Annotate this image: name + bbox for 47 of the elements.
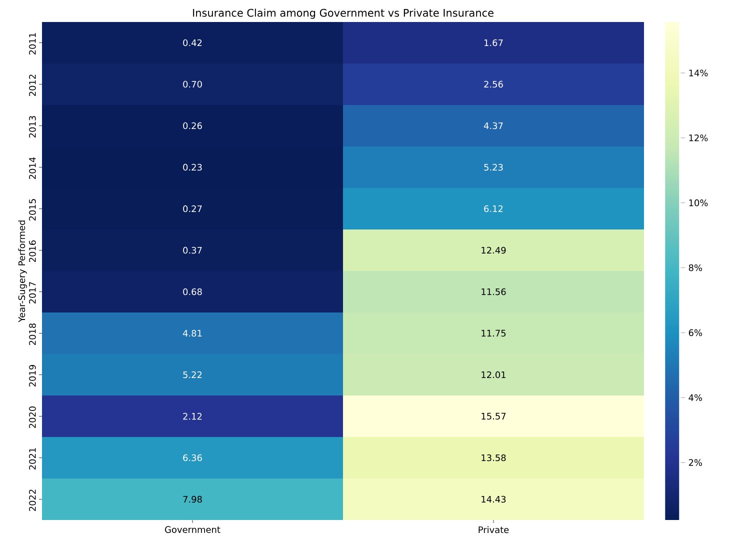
data-label: 0.68	[183, 288, 202, 296]
data-label: 2.56	[484, 80, 503, 88]
data-label: 0.70	[183, 80, 202, 88]
data-label: 4.37	[484, 122, 503, 130]
data-label: 7.98	[183, 496, 202, 503]
data-label: 1.67	[484, 39, 503, 46]
y-tick-label: 2019	[29, 364, 36, 387]
data-label: 6.12	[484, 205, 503, 212]
data-label: 12.01	[482, 371, 506, 378]
y-tick-label: 2018	[29, 323, 36, 346]
data-label: 11.56	[482, 288, 506, 296]
y-axis-title: Year-Sugery Performed	[18, 220, 27, 322]
y-tick-label: 2012	[29, 74, 36, 96]
x-tick-label: Government	[165, 526, 220, 533]
y-tick-label: 2015	[29, 199, 36, 221]
y-tick-label: 2022	[29, 490, 36, 512]
data-label: 15.57	[482, 412, 506, 420]
data-label: 13.58	[482, 454, 506, 462]
data-label: 4.81	[182, 330, 202, 337]
y-tick-label: 2016	[29, 240, 36, 262]
data-label: 11.75	[482, 330, 506, 337]
data-label: 2.12	[183, 412, 202, 420]
y-tick-label: 2021	[29, 448, 36, 470]
color-bar-label: 6%	[688, 329, 702, 336]
y-tick-label: 2020	[29, 406, 36, 428]
data-label: 12.49	[482, 246, 506, 254]
data-label: 5.22	[183, 371, 202, 378]
color-bar-label: 10%	[689, 199, 708, 206]
color-bar-label: 8%	[688, 264, 702, 272]
y-tick-label: 2013	[29, 116, 36, 138]
color-bar-label: 12%	[689, 134, 708, 142]
color-bar-label: 14%	[689, 70, 708, 76]
data-label: 0.37	[183, 246, 202, 254]
y-tick-label: 2017	[29, 282, 36, 304]
y-tick-label: 2014	[29, 157, 36, 179]
data-label: 5.23	[484, 164, 503, 171]
chart-title: Insurance Claim among Government vs Private Insurance	[193, 8, 494, 19]
data-label: 0.23	[183, 164, 202, 171]
y-tick-label: 2011	[29, 33, 36, 54]
data-label: 0.42	[183, 39, 202, 46]
data-label: 14.43	[482, 496, 506, 503]
x-tick-label: Private	[478, 526, 509, 534]
data-label: 0.26	[183, 122, 202, 130]
color-bar-label: 2%	[688, 459, 702, 466]
data-label: 6.36	[183, 454, 202, 462]
color-bar-label: 4%	[688, 394, 702, 401]
data-label: 0.27	[183, 205, 202, 212]
